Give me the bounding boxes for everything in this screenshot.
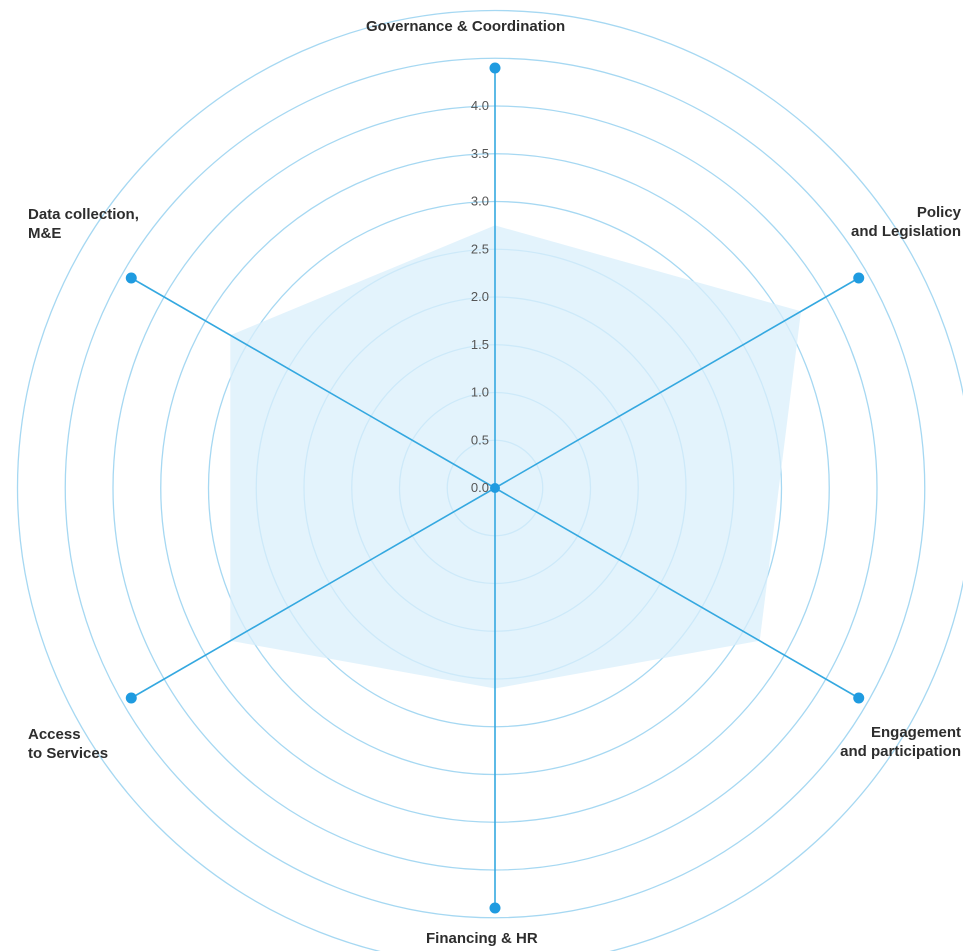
axis-spoke xyxy=(130,487,496,699)
axis-spokes xyxy=(130,68,860,908)
data-polygon xyxy=(230,225,802,689)
center-dot xyxy=(490,483,500,493)
grid-ring xyxy=(16,9,963,951)
axis-label-governance: Governance & Coordination xyxy=(366,18,566,35)
tick-label: 1.0 xyxy=(471,385,489,400)
axis-end-dot xyxy=(489,902,501,914)
axis-label-financing: Financing & HR xyxy=(426,930,538,947)
tick-label: 3.0 xyxy=(471,194,489,209)
tick-label: 2.0 xyxy=(471,289,489,304)
axis-spoke xyxy=(494,277,860,489)
tick-label: 2.5 xyxy=(471,241,489,256)
radial-tick-labels: 0.0 0.5 1.0 1.5 2.0 2.5 3.0 3.5 4.0 xyxy=(471,98,489,495)
axis-end-dot xyxy=(853,692,865,704)
axis-end-dots xyxy=(125,62,865,914)
axis-spoke xyxy=(130,277,496,489)
axis-label-data-collection: Data collection, M&E xyxy=(28,206,139,242)
axis-spoke xyxy=(494,487,860,699)
tick-label: 1.5 xyxy=(471,337,489,352)
grid-ring xyxy=(64,57,926,919)
tick-label: 3.5 xyxy=(471,146,489,161)
tick-label: 0.5 xyxy=(471,432,489,447)
data-area xyxy=(230,225,802,689)
tick-label: 0.0 xyxy=(471,480,489,495)
axis-end-dot xyxy=(853,272,865,284)
axis-end-dot xyxy=(489,62,501,74)
axis-label-engagement: Engagement and participation xyxy=(840,724,961,760)
tick-label: 4.0 xyxy=(471,98,489,113)
axis-end-dot xyxy=(125,272,137,284)
axis-label-access: Access to Services xyxy=(28,726,109,762)
axis-label-policy: Policy and Legislation xyxy=(850,204,961,240)
axis-end-dot xyxy=(125,692,137,704)
